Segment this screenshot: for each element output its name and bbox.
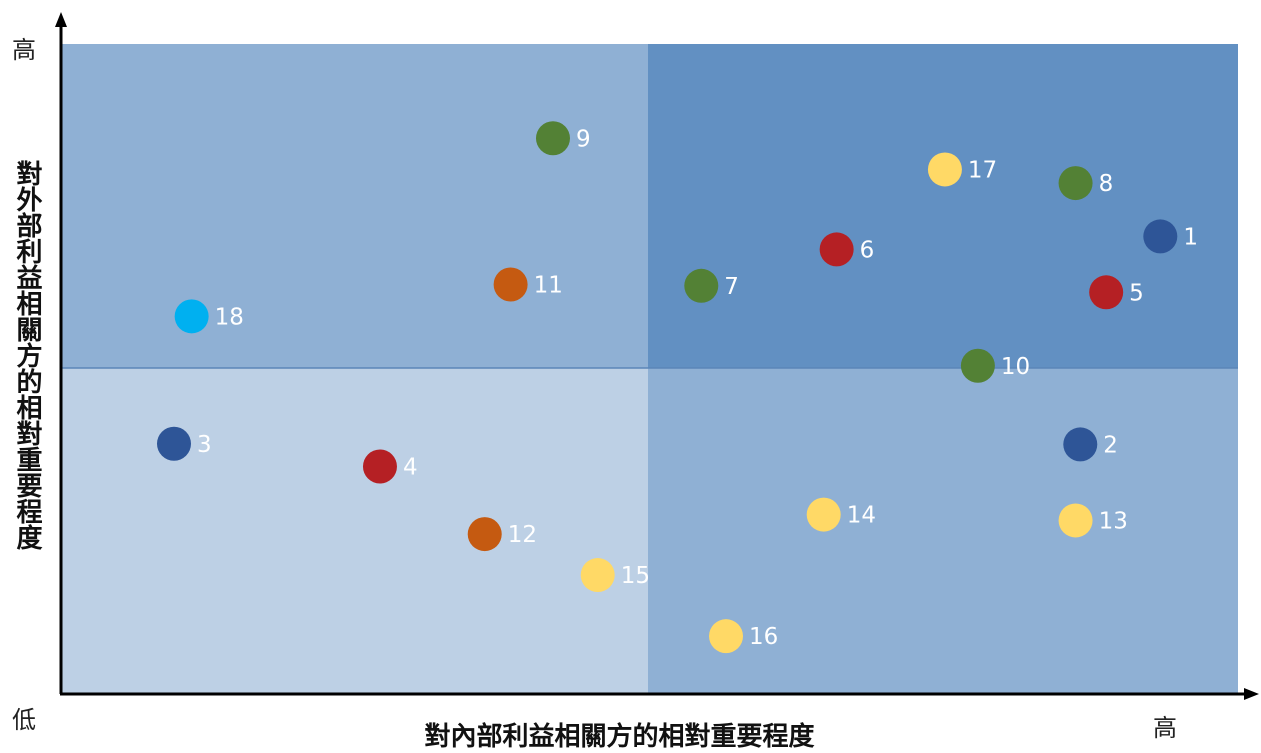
x-axis-high-label: 高	[1153, 714, 1177, 742]
x-axis-arrowhead	[1244, 688, 1259, 700]
data-point-18	[174, 299, 209, 334]
data-point-17	[927, 152, 962, 187]
data-point-2	[1063, 427, 1098, 462]
x-axis-title-text: 對內部利益相關方的相對重要程度	[424, 722, 815, 752]
y-axis-title: 對外部利益相關方的相對重要程度	[12, 160, 42, 550]
data-point-5	[1089, 275, 1124, 310]
data-label-10: 10	[1001, 354, 1030, 380]
axis-low-label: 低	[12, 706, 36, 734]
quadrant-low-high	[61, 44, 648, 368]
data-point-9	[535, 121, 570, 156]
data-point-16	[709, 619, 744, 654]
data-label-15: 15	[621, 563, 650, 589]
y-axis-high-label: 高	[12, 36, 36, 64]
data-label-13: 13	[1099, 508, 1128, 534]
data-label-12: 12	[508, 522, 537, 548]
quadrant-high-low	[648, 368, 1238, 694]
data-point-10	[960, 348, 995, 383]
data-label-6: 6	[860, 237, 875, 263]
data-label-8: 8	[1099, 171, 1114, 197]
data-point-15	[580, 558, 615, 593]
data-point-11	[493, 267, 528, 302]
data-point-14	[806, 497, 841, 532]
y-axis-arrowhead	[55, 12, 67, 27]
data-point-4	[362, 449, 397, 484]
data-point-7	[684, 268, 719, 303]
data-label-2: 2	[1103, 432, 1118, 458]
data-point-6	[819, 232, 854, 267]
data-label-4: 4	[403, 455, 418, 481]
data-label-7: 7	[724, 274, 739, 300]
data-point-1	[1143, 219, 1178, 254]
data-label-16: 16	[749, 624, 778, 650]
data-label-5: 5	[1129, 280, 1144, 306]
data-point-12	[467, 517, 502, 552]
data-point-8	[1058, 166, 1093, 201]
data-label-3: 3	[197, 432, 212, 458]
data-label-11: 11	[534, 273, 563, 299]
data-label-1: 1	[1183, 224, 1198, 250]
data-label-18: 18	[215, 304, 244, 330]
data-point-3	[156, 426, 191, 461]
data-label-14: 14	[847, 503, 876, 529]
quadrant-low-low	[61, 368, 648, 694]
data-label-17: 17	[968, 157, 997, 183]
quadrant-high-high	[648, 44, 1238, 368]
data-point-13	[1058, 503, 1093, 538]
x-axis-title: 對內部利益相關方的相對重要程度	[0, 716, 1261, 753]
data-label-9: 9	[576, 126, 591, 152]
